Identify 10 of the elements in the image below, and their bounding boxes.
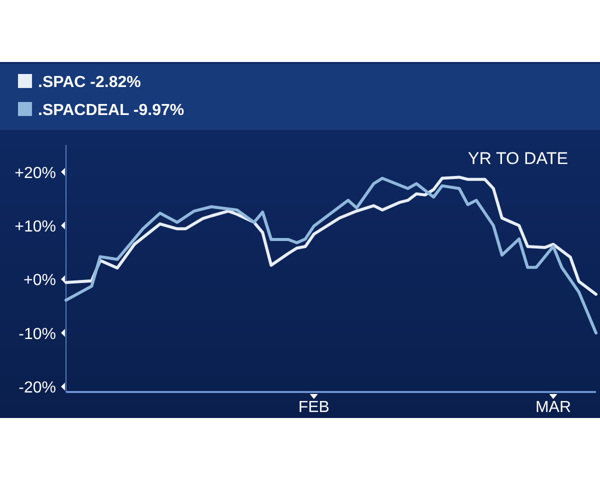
chart-title: YR TO DATE xyxy=(468,149,568,168)
y-tick-label: +20% xyxy=(14,164,56,182)
y-tick-label: -20% xyxy=(18,380,56,397)
y-tick-label: +10% xyxy=(14,218,56,236)
legend-label: .SPACDEAL -9.97% xyxy=(38,102,184,119)
legend-label: .SPAC -2.82% xyxy=(38,74,141,91)
y-tick-label: +0% xyxy=(24,272,56,290)
x-tick-label: FEB xyxy=(298,399,330,416)
x-tick-label: MAR xyxy=(535,399,572,416)
y-tick-label: -10% xyxy=(18,326,56,343)
